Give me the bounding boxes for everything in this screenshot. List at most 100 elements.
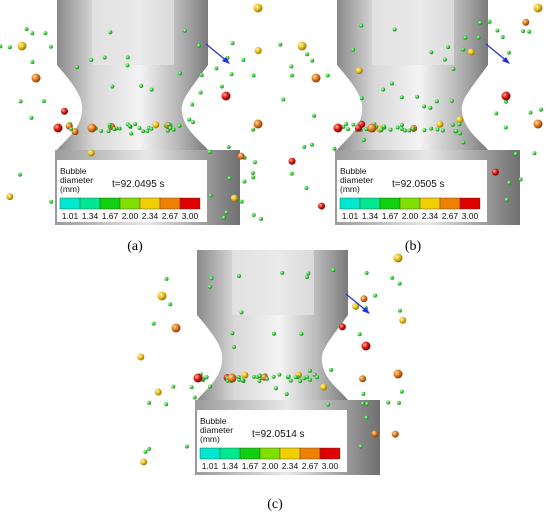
colorbar-cell [279, 447, 301, 460]
colorbar-tick: 2.34 [422, 211, 439, 221]
bubble [286, 374, 291, 379]
legend-title: Bubble [200, 416, 227, 426]
bubble [522, 18, 530, 26]
colorbar-tick: 3.00 [322, 461, 339, 471]
bubble [346, 127, 351, 132]
bubble [208, 384, 213, 389]
bubble [399, 316, 407, 324]
bubble [371, 430, 379, 438]
bubble [395, 125, 400, 130]
bubble [454, 129, 459, 134]
bubble [503, 125, 508, 130]
bubble [49, 199, 54, 204]
bubble [288, 157, 296, 165]
colorbar-tick: 2.00 [402, 211, 419, 221]
bubble [239, 199, 244, 204]
bubble [273, 386, 278, 391]
bubble [149, 87, 154, 92]
inner-pipe [372, 0, 454, 65]
bubble [177, 123, 182, 128]
bubble [137, 126, 142, 131]
bubble [239, 310, 244, 315]
bubble [149, 126, 154, 131]
bubble [230, 41, 235, 46]
bubble [389, 81, 394, 86]
bubble [311, 73, 321, 83]
bubble [399, 127, 404, 132]
bubble [449, 98, 454, 103]
bubble [214, 66, 219, 71]
bubble [207, 284, 212, 289]
bubble [500, 35, 505, 40]
bubble [280, 270, 285, 275]
colorbar-cell [459, 197, 481, 210]
bubble [533, 3, 543, 13]
bubble [539, 107, 544, 112]
bubble [397, 308, 402, 313]
bubble [208, 193, 213, 198]
bubble [507, 180, 512, 185]
colorbar-cell [99, 197, 121, 210]
bubble [230, 331, 235, 336]
legend-title: (mm) [200, 434, 220, 444]
colorbar-tick: 1.67 [382, 211, 399, 221]
colorbar-tick: 2.67 [442, 211, 459, 221]
bubble [458, 131, 463, 136]
time-label: t=92.0514 s [252, 429, 305, 440]
bubble [271, 331, 276, 336]
bubble [251, 127, 256, 132]
bubble [359, 96, 364, 101]
time-label: t=92.0505 s [392, 179, 445, 190]
bubble [137, 353, 145, 361]
bubble [168, 302, 173, 307]
bubble [528, 110, 533, 115]
colorbar-tick: 3.00 [182, 211, 199, 221]
bubble [199, 73, 204, 78]
bubble [429, 50, 434, 55]
bubble [373, 293, 378, 298]
bubble [227, 176, 232, 181]
colorbar-tick: 2.67 [302, 461, 319, 471]
bubble [289, 171, 294, 176]
bubble [315, 375, 320, 380]
bubble [112, 126, 117, 131]
bubble [305, 375, 310, 380]
bubble [518, 177, 523, 182]
bubble [393, 369, 403, 379]
bubble [151, 321, 156, 326]
colorbar-cell [379, 197, 401, 210]
bubble [240, 378, 245, 383]
bubble [364, 270, 369, 275]
bubble [331, 268, 336, 273]
bubble [461, 140, 466, 145]
colorbar-cell [239, 447, 261, 460]
bubble [399, 95, 404, 100]
colorbar-cell [119, 197, 141, 210]
bubble [127, 124, 132, 129]
bubble [308, 368, 313, 373]
colorbar-tick: 1.67 [242, 461, 259, 471]
bubble [456, 116, 464, 124]
bubble [461, 47, 466, 52]
bubble [504, 197, 509, 202]
legend-title: Bubble [60, 166, 87, 176]
bubble [241, 57, 246, 62]
bubble [533, 119, 543, 129]
bubble [521, 29, 526, 34]
bubble [495, 28, 500, 33]
colorbar-cell [339, 197, 361, 210]
bubble [139, 83, 144, 88]
bubble [329, 367, 334, 372]
bubble [284, 391, 289, 396]
bubble [513, 151, 518, 156]
bubble [422, 128, 427, 133]
arrow-head [502, 57, 510, 64]
bubble [390, 275, 395, 280]
bubble [352, 302, 360, 310]
bubble [219, 84, 224, 89]
bubble [364, 415, 369, 420]
colorbar-cell [259, 447, 281, 460]
